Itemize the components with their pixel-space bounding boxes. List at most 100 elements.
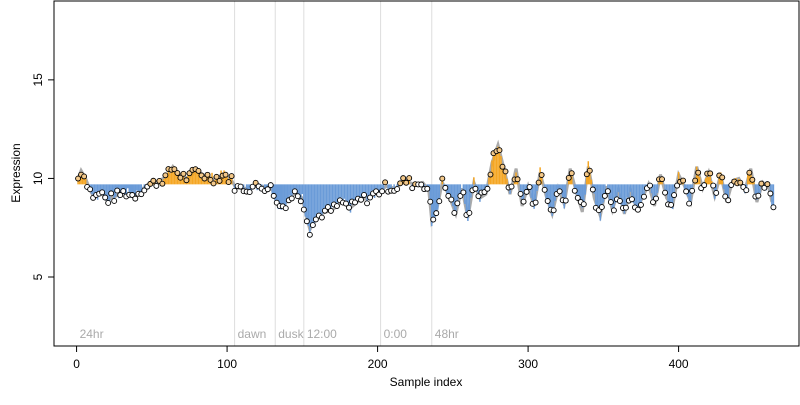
data-point: [586, 167, 593, 174]
data-point: [159, 180, 166, 187]
data-point: [737, 179, 744, 186]
data-point: [544, 198, 551, 204]
data-point: [764, 181, 771, 188]
data-point: [695, 169, 702, 176]
y-tick-label: 15: [31, 73, 45, 87]
data-point: [532, 199, 539, 206]
data-point: [162, 172, 169, 179]
data-point: [622, 204, 629, 211]
data-point: [439, 175, 446, 182]
data-point: [352, 199, 358, 206]
data-point: [601, 192, 608, 199]
data-point: [237, 183, 244, 190]
data-point: [535, 179, 542, 186]
region-label: 0:00: [384, 327, 408, 341]
data-point: [246, 189, 253, 196]
data-point: [722, 193, 729, 200]
data-point: [460, 189, 467, 196]
data-point: [150, 177, 157, 184]
data-point: [589, 186, 596, 193]
data-point: [659, 176, 665, 183]
data-point: [710, 182, 717, 189]
data-point: [499, 163, 506, 170]
data-point: [409, 185, 416, 192]
data-point: [701, 182, 708, 189]
data-point: [496, 147, 503, 154]
data-point: [327, 207, 334, 214]
data-point: [346, 204, 352, 211]
data-point: [379, 188, 386, 195]
data-point: [294, 193, 301, 200]
data-point: [466, 210, 473, 216]
data-point: [448, 196, 455, 203]
data-point: [484, 185, 491, 192]
data-point: [668, 201, 675, 208]
data-point: [288, 195, 295, 202]
x-tick-label: 100: [217, 357, 237, 371]
region-label: 24hr: [80, 327, 104, 341]
data-point: [306, 231, 313, 238]
data-point: [108, 190, 115, 197]
data-point: [517, 190, 524, 197]
data-point: [102, 194, 109, 201]
data-point-layer: [75, 147, 777, 238]
data-point: [418, 181, 425, 188]
data-point: [556, 188, 563, 195]
data-point: [180, 170, 187, 177]
data-point: [318, 214, 325, 221]
data-point: [574, 194, 581, 201]
data-point: [520, 198, 527, 205]
data-point: [746, 169, 753, 176]
x-tick-label: 200: [368, 357, 388, 371]
data-point: [400, 175, 407, 182]
x-tick-label: 0: [73, 357, 80, 371]
data-point: [541, 186, 548, 193]
data-point: [538, 172, 545, 178]
data-point: [451, 209, 458, 216]
data-point: [755, 192, 762, 199]
data-point: [616, 198, 623, 204]
data-point: [201, 175, 208, 182]
region-label: 12:00: [307, 327, 337, 341]
data-point: [508, 183, 515, 190]
data-point: [526, 184, 533, 190]
data-point: [397, 180, 404, 187]
data-point: [635, 206, 641, 213]
x-tick-label: 300: [518, 357, 538, 371]
data-point: [607, 199, 614, 206]
data-point: [767, 190, 774, 197]
data-point: [367, 194, 374, 201]
data-point: [231, 187, 238, 194]
data-point: [662, 189, 669, 196]
data-point: [550, 207, 557, 214]
axis-layer: 0 100 200 300 400 5 10 15: [31, 73, 689, 371]
data-point: [264, 186, 271, 193]
data-point: [653, 195, 659, 202]
data-point: [424, 185, 431, 192]
data-point: [171, 166, 178, 173]
data-point: [406, 175, 413, 182]
data-point: [689, 187, 696, 194]
data-point: [99, 189, 106, 196]
data-point: [403, 179, 410, 186]
data-point: [571, 187, 578, 194]
data-point: [628, 196, 635, 203]
data-point: [433, 210, 440, 217]
data-point: [225, 179, 232, 186]
data-point: [650, 199, 656, 206]
data-point: [303, 218, 310, 225]
data-point: [81, 173, 88, 180]
data-point: [141, 187, 148, 194]
y-tick-label: 10: [31, 171, 45, 185]
data-point: [562, 197, 569, 204]
data-point: [177, 174, 184, 181]
data-point: [204, 171, 211, 178]
data-point: [300, 206, 307, 213]
data-point: [213, 173, 220, 180]
data-point: [749, 176, 756, 183]
data-point: [174, 170, 181, 176]
x-tick-label: 400: [669, 357, 689, 371]
data-point: [105, 200, 112, 206]
